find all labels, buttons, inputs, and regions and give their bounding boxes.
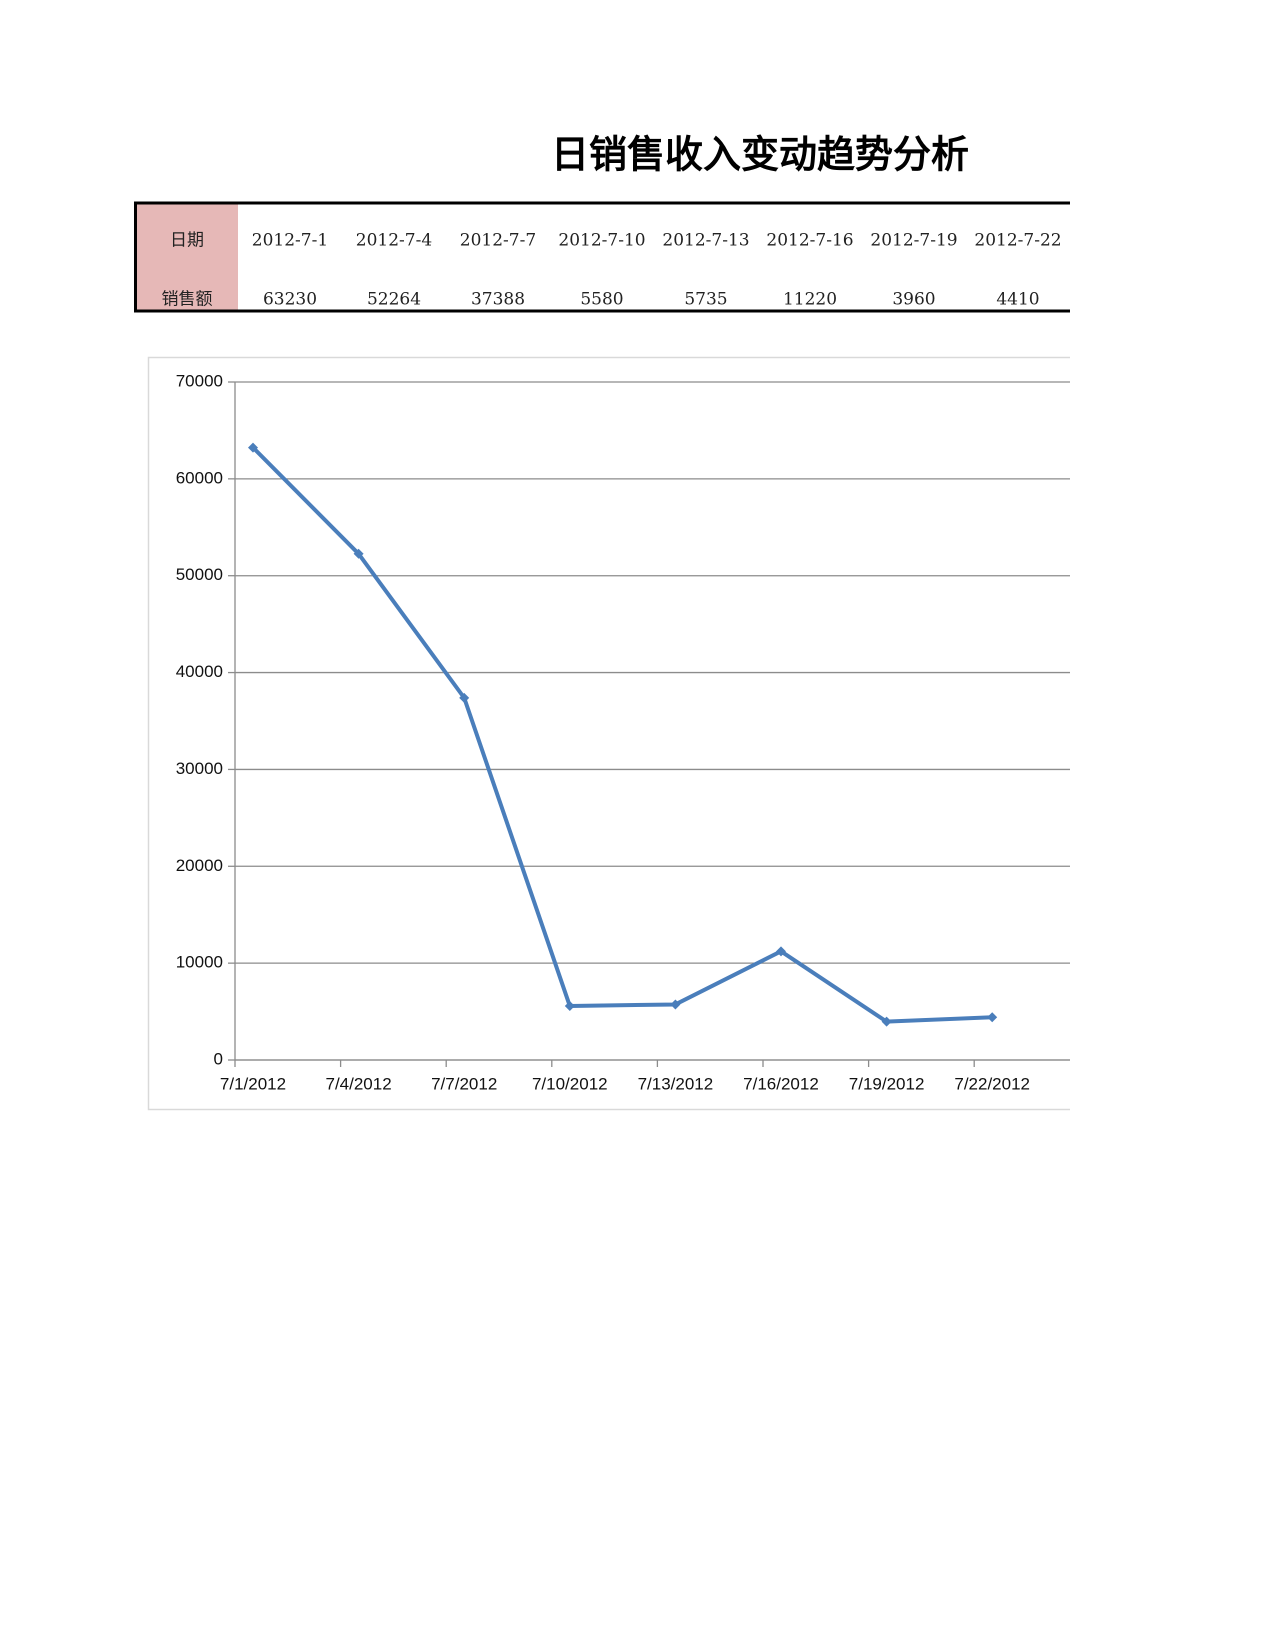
x-tick-label: 7/10/2012 [532, 1074, 608, 1093]
data-point [987, 1012, 998, 1023]
y-tick-label: 50000 [176, 565, 223, 584]
table-cell: 11220 [783, 290, 837, 310]
data-point [564, 1000, 575, 1011]
table-cell: 2012-7-16 [766, 231, 853, 251]
table-cell: 2012-7-7 [460, 231, 536, 251]
table-cell: 2012-7-13 [662, 231, 749, 251]
data-point [670, 999, 681, 1010]
table-cell: 2012-7-19 [870, 231, 957, 251]
y-tick-label: 40000 [176, 662, 223, 681]
x-tick-label: 7/22/2012 [954, 1074, 1030, 1093]
y-tick-label: 30000 [176, 759, 223, 778]
table-cell: 2012-7-22 [974, 231, 1061, 251]
y-tick-label: 70000 [176, 371, 223, 390]
x-tick-label: 7/13/2012 [638, 1074, 714, 1093]
x-tick-label: 7/7/2012 [431, 1074, 497, 1093]
row-header: 销售额 [162, 290, 213, 310]
chart-frame [147, 356, 1070, 1111]
table-cell: 63230 [263, 290, 317, 310]
x-tick-label: 7/16/2012 [743, 1074, 819, 1093]
data-point [776, 946, 786, 957]
table-cell: 2012-7-10 [558, 231, 645, 251]
table: 日期 2012-7-1 2012-7-4 2012-7-7 2012-7-10 2012-… [134, 201, 1070, 313]
y-tick-label: 0 [214, 1049, 223, 1068]
row-header: 日期 [170, 231, 204, 251]
table-cell: 3960 [892, 290, 935, 310]
y-tick-label: 10000 [176, 953, 223, 972]
data-point [353, 548, 364, 559]
table-cell: 4410 [996, 290, 1039, 310]
table-cell: 2012-7-4 [356, 231, 432, 251]
table-cell: 2012-7-1 [252, 231, 328, 251]
table-cell: 52264 [367, 290, 421, 310]
x-tick-label: 7/19/2012 [849, 1074, 925, 1093]
data-point [248, 442, 258, 453]
x-tick-label: 7/1/2012 [220, 1074, 286, 1093]
header-cell [137, 203, 238, 311]
chart: 0 10000 20000 30000 40000 50000 60000 70000 7/1/… [147, 356, 1070, 1111]
table-cell: 5580 [580, 290, 623, 310]
table-cell: 5735 [684, 290, 727, 310]
data-point [459, 692, 470, 703]
data-line [251, 446, 993, 1024]
y-tick-label: 20000 [176, 856, 223, 875]
title: 日销售收入变动趋势分析 [551, 133, 969, 177]
y-tick-label: 60000 [176, 468, 223, 487]
x-tick-label: 7/4/2012 [326, 1074, 392, 1093]
data-point [881, 1016, 892, 1027]
table-cell: 37388 [471, 290, 525, 310]
